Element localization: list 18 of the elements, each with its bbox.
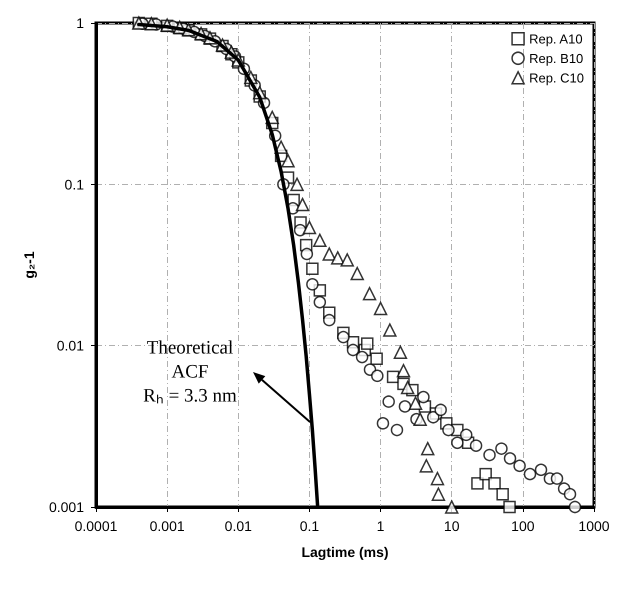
- y-tick-label: 0.01: [56, 338, 84, 354]
- legend-label: Rep. C10: [529, 70, 584, 86]
- x-tick-label: 0.001: [150, 518, 185, 534]
- annotation: Theoretical ACF Rₕ = 3.3 nm: [143, 338, 238, 406]
- y-tick-label: 1: [76, 15, 84, 31]
- x-tick-label: 0.01: [224, 518, 252, 534]
- x-axis-title: Lagtime (ms): [301, 544, 389, 560]
- x-tick-label: 1000: [578, 518, 610, 534]
- y-tick-label: 0.001: [48, 499, 84, 515]
- legend-label: Rep. A10: [529, 31, 583, 46]
- y-tick-label: 0.1: [64, 176, 84, 192]
- y-axis-title: g₂-1: [21, 251, 37, 279]
- x-tick-label: 1: [376, 518, 385, 534]
- x-tick-label: 100: [511, 518, 535, 534]
- x-tick-label: 0.0001: [74, 518, 118, 534]
- x-tick-label: 10: [444, 518, 460, 534]
- x-tick-label: 0.1: [300, 518, 320, 534]
- legend-label: Rep. B10: [529, 50, 584, 66]
